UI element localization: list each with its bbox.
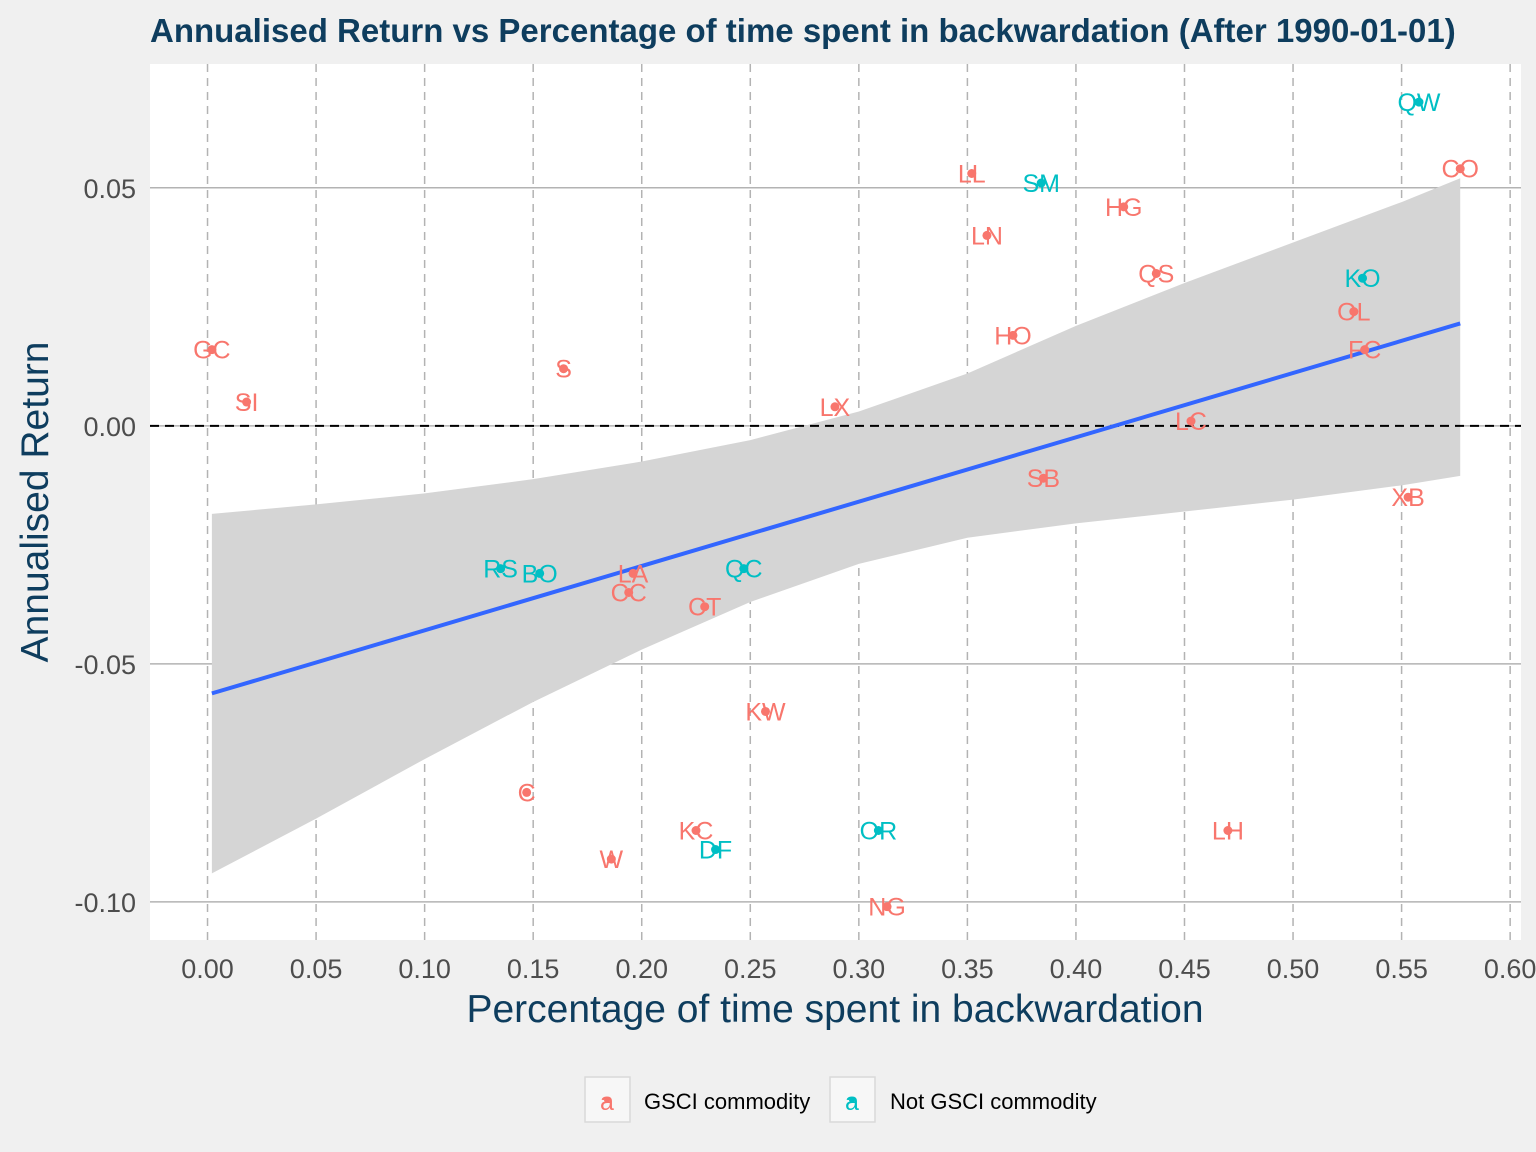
- confidence-band: [211, 178, 1461, 874]
- data-point: [967, 169, 977, 178]
- data-point: [882, 902, 892, 912]
- x-tick-label: 0.60: [1484, 954, 1536, 984]
- point-label: LL: [958, 161, 986, 189]
- data-point: [1223, 826, 1233, 835]
- point-label: KC: [679, 818, 714, 846]
- data-point: [982, 230, 992, 240]
- x-tick-label: 0.45: [1158, 954, 1211, 984]
- x-tick-label: 0.35: [941, 954, 994, 984]
- point-label: QS: [1138, 260, 1174, 288]
- data-point: [700, 602, 710, 612]
- x-tick-label: 0.30: [833, 954, 886, 984]
- confidence-band-layer: [211, 178, 1461, 874]
- x-axis-ticks: 0.00 0.05 0.10 0.15 0.20 0.25 0.30 0.35 0.40 0.45…: [181, 954, 1536, 984]
- point-label: CT: [688, 594, 721, 622]
- x-tick-label: 0.05: [290, 954, 343, 984]
- point-label: CO: [1441, 156, 1479, 184]
- data-point: [1349, 307, 1359, 317]
- data-point: [1036, 178, 1046, 188]
- y-tick-label: 0.05: [83, 174, 136, 204]
- data-point: [522, 787, 532, 797]
- point-label: NG: [868, 894, 906, 922]
- point-label: CC: [611, 579, 647, 607]
- point-label: DF: [699, 837, 732, 865]
- point-label: C: [518, 779, 536, 807]
- y-tick-label: -0.05: [74, 650, 136, 680]
- legend-key-point: [849, 1097, 855, 1103]
- point-label: OR: [860, 818, 898, 846]
- point-label: OL: [1337, 299, 1370, 327]
- data-point: [1360, 345, 1370, 355]
- data-point: [873, 826, 883, 835]
- point-label: SI: [235, 389, 259, 417]
- point-label: LN: [971, 222, 1003, 250]
- point-label: SM: [1022, 170, 1060, 198]
- data-point: [535, 568, 545, 578]
- point-label: HO: [994, 322, 1032, 350]
- legend: aGSCI commodityaNot GSCI commodity: [584, 1076, 1097, 1123]
- point-label: LA: [618, 560, 649, 588]
- x-tick-label: 0.20: [615, 954, 668, 984]
- data-point: [1008, 330, 1018, 340]
- point-label: KW: [745, 698, 786, 726]
- legend-entry-label: Not GSCI commodity: [890, 1089, 1097, 1114]
- chart-title: Annualised Return vs Percentage of time …: [150, 12, 1456, 49]
- point-label: QC: [725, 556, 763, 584]
- point-label: KO: [1344, 265, 1380, 293]
- point-label: SB: [1027, 465, 1060, 493]
- point-label: XB: [1391, 484, 1424, 512]
- x-tick-label: 0.10: [398, 954, 451, 984]
- data-point: [496, 564, 506, 574]
- legend-entry-label: GSCI commodity: [644, 1089, 810, 1114]
- x-tick-label: 0.00: [181, 954, 234, 984]
- x-axis-title: Percentage of time spent in backwardatio…: [466, 988, 1203, 1031]
- data-point: [1403, 492, 1413, 502]
- data-point: [242, 397, 252, 407]
- y-axis-title: Annualised Return: [14, 342, 57, 663]
- x-tick-label: 0.25: [724, 954, 777, 984]
- data-point: [1038, 473, 1048, 483]
- data-point: [691, 826, 701, 835]
- data-point: [739, 564, 749, 574]
- data-point: [207, 345, 217, 355]
- point-label: LC: [1175, 408, 1207, 436]
- data-point: [760, 706, 770, 716]
- x-tick-label: 0.15: [507, 954, 560, 984]
- data-point: [1455, 164, 1465, 174]
- data-point: [711, 845, 721, 855]
- data-point: [559, 364, 569, 374]
- data-point: [606, 854, 616, 864]
- data-point: [830, 402, 840, 412]
- x-tick-label: 0.55: [1375, 954, 1428, 984]
- y-tick-label: 0.00: [83, 412, 136, 442]
- point-label: QW: [1397, 89, 1440, 117]
- data-point: [1119, 202, 1129, 212]
- y-axis-ticks: -0.10 -0.05 0.00 0.05: [74, 174, 136, 918]
- trend-line-layer: [211, 321, 1461, 696]
- point-label: S: [555, 356, 572, 384]
- x-tick-label: 0.50: [1267, 954, 1320, 984]
- trend-line: [211, 321, 1461, 696]
- y-tick-label: -0.10: [74, 888, 136, 918]
- data-point: [1186, 416, 1196, 426]
- point-label: W: [600, 846, 624, 874]
- point-label: GC: [193, 337, 231, 365]
- legend-key-point: [604, 1097, 610, 1103]
- point-label: BO: [522, 560, 558, 588]
- data-point: [1358, 273, 1368, 283]
- point-label: FC: [1348, 337, 1381, 365]
- point-label: RS: [483, 556, 518, 584]
- data-point: [1151, 268, 1161, 278]
- point-label: HG: [1105, 194, 1143, 222]
- x-tick-label: 0.40: [1050, 954, 1103, 984]
- data-point: [628, 568, 638, 578]
- data-point: [1414, 97, 1424, 107]
- point-label: LX: [820, 394, 851, 422]
- data-point: [624, 587, 634, 597]
- point-label: LH: [1212, 818, 1244, 846]
